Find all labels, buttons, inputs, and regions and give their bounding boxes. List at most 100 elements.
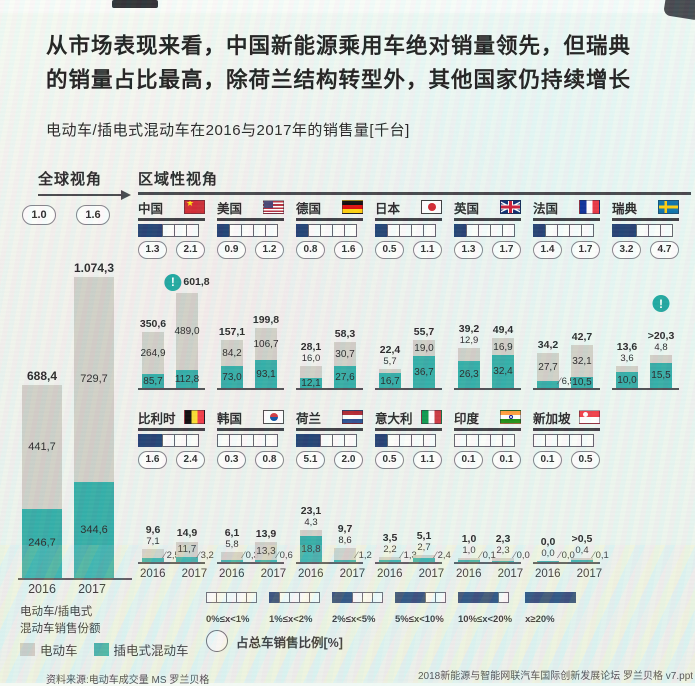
ev-value-label: 11,7 [177, 544, 197, 556]
phev-value-label: 27,6 [335, 371, 355, 383]
ev-segment [300, 365, 322, 379]
phev-segment [142, 374, 164, 388]
phev-swatch-icon [93, 643, 109, 656]
total-value-label: 14,9 [176, 527, 198, 540]
share-square [581, 223, 594, 237]
ev-value-label: 8,6 [338, 535, 352, 547]
phev-segment [176, 369, 198, 388]
share-category-squares [217, 223, 284, 238]
country-divider [138, 218, 205, 221]
global-section: 全球视角 1.0 1.6 441,7 688,4 246,7 729,7 1.074,3… [14, 168, 189, 658]
regional-divider [138, 192, 691, 195]
phev-value-callout: 0,6 [277, 550, 293, 561]
year-label: 2017 [260, 567, 287, 580]
share-pill-2016: 3.2 [612, 240, 641, 259]
country-name: 荷兰 [296, 411, 322, 426]
total-value-label: 1,0 [461, 533, 477, 546]
bar-column-2016: 5,86,10,3 [221, 476, 259, 562]
country-header: 印度 [454, 408, 521, 426]
ev-segment [571, 558, 593, 560]
country-year-labels: 2016 2017 [454, 568, 523, 580]
scale-legend-squares [332, 592, 383, 610]
country-divider [612, 218, 679, 221]
scale-legend-squares [525, 592, 577, 610]
country-header: 比利时 [138, 408, 205, 426]
ev-segment [300, 530, 322, 537]
country-header: 瑞典 [612, 198, 679, 216]
ev-segment [255, 327, 277, 360]
share-pill-2017: 1.6 [76, 205, 110, 225]
scale-legend-label: 2%≤x<5% [332, 614, 376, 625]
country-bars: 5,7 22,4 16,7 19,0 55,7 36,7 [375, 266, 442, 390]
share-square [344, 433, 357, 447]
share-category-squares [217, 433, 284, 448]
phev-segment [221, 560, 243, 562]
legend-ev: 电动车 [20, 640, 78, 659]
country-block: 美国 0.9 1.2 84,2 157,1 73,0 106,7 199,8 93,1 [217, 198, 296, 394]
year-label: 2017 [418, 567, 445, 580]
ev-segment [176, 541, 198, 558]
bar-column-2016: 0,00,00,0 [537, 476, 575, 562]
bar-column-2017: 0,4>0,50,1 [571, 476, 609, 562]
bar-column-2016: 7,19,6 2,5 [142, 476, 180, 562]
share-pill-2016: 5.1 [296, 450, 325, 469]
share-pills: 0.5 1.1 [375, 240, 442, 263]
total-value-label: 58,3 [334, 328, 356, 341]
ev-value-label: 5,8 [225, 539, 239, 551]
year-label: 2017 [576, 567, 603, 580]
phev-value-callout: 0,0 [514, 550, 530, 561]
country-bars: 2,23,51,32,75,12,4 [375, 476, 451, 564]
share-pill-2016: 1.0 [22, 205, 56, 225]
phev-value-label: 73,0 [222, 371, 242, 383]
series-legend: 电动车 插电式混动车 [20, 640, 260, 659]
country-name: 瑞典 [612, 201, 638, 216]
share-category-squares [138, 433, 205, 448]
share-square [372, 592, 383, 603]
phev-segment [571, 377, 593, 388]
country-bars: 84,2 157,1 73,0 106,7 199,8 93,1 [217, 266, 284, 390]
bar-column-2016: 84,2 157,1 73,0 [219, 266, 245, 388]
country-divider [138, 428, 205, 431]
country-divider [533, 428, 600, 431]
country-flag-icon [421, 410, 442, 424]
country-divider [454, 428, 521, 431]
ev-segment [458, 348, 480, 362]
global-bars: 441,7 688,4 246,7 729,7 1.074,3 344,6 [18, 230, 132, 580]
phev-segment [300, 378, 322, 388]
share-square [502, 223, 515, 237]
alert-icon: ! [652, 295, 670, 313]
bar-column-2017: 19,0 55,7 36,7 [413, 266, 435, 388]
share-category-squares [138, 223, 205, 238]
ev-segment [458, 558, 480, 560]
total-value-label: 688,4 [26, 369, 58, 384]
country-flag-icon [500, 200, 521, 214]
total-value-label: 55,7 [413, 326, 435, 339]
scale-legend-group: x≥20% [525, 592, 577, 625]
phev-value-label: 18,8 [301, 543, 321, 555]
phev-segment [255, 359, 277, 388]
share-square [186, 433, 199, 447]
total-value-label: 350,6 [139, 318, 167, 331]
country-divider [375, 218, 442, 221]
total-value-label: 5,1 [416, 529, 432, 542]
country-name: 新加坡 [533, 411, 571, 426]
phev-value-callout: 0,1 [593, 550, 609, 561]
phev-value-callout: 2,5 [164, 550, 180, 561]
ev-value-label: 1,0 [462, 545, 476, 557]
share-pill-2017: 1.7 [492, 240, 521, 259]
phev-value-label: 344,6 [80, 523, 108, 536]
share-pills: 1.3 2.1 [138, 240, 205, 263]
regional-section-label: 区域性视角 [138, 171, 219, 188]
phev-segment [571, 560, 593, 562]
ev-segment [221, 552, 243, 560]
share-pill-2016: 1.3 [454, 240, 483, 259]
share-square [502, 433, 515, 447]
country-divider [217, 428, 284, 431]
ev-value-label: 2,7 [417, 541, 431, 553]
bar-column-2017: 11,7 14,93,2 [176, 476, 214, 562]
phev-segment [334, 559, 356, 562]
ev-value-label: 19,0 [414, 343, 434, 355]
phev-value-label: 112,8 [174, 373, 200, 385]
share-category-squares [296, 223, 363, 238]
